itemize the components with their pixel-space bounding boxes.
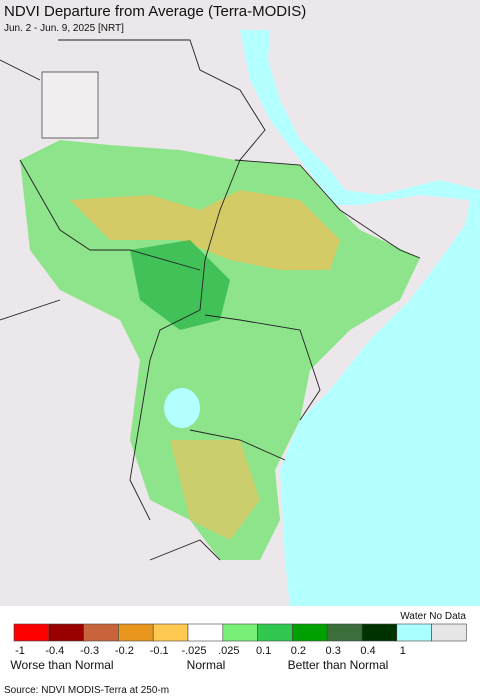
no-data-area <box>41 71 99 139</box>
legend-caption: Worse than Normal <box>10 658 113 672</box>
legend-swatch <box>257 623 293 642</box>
legend-tick-label: 1 <box>400 645 406 657</box>
title: NDVI Departure from Average (Terra-MODIS… <box>4 3 306 20</box>
legend-swatch <box>83 623 119 642</box>
legend-tick-label: 0.1 <box>256 645 271 657</box>
legend-tick-label: .025 <box>218 645 239 657</box>
legend-swatch <box>48 623 84 642</box>
legend-swatch <box>292 623 328 642</box>
legend-swatch <box>361 623 398 642</box>
legend-swatch <box>326 623 363 642</box>
dry-area <box>170 440 260 540</box>
legend-tick-label: -0.2 <box>115 645 134 657</box>
legend-tick-label: -0.3 <box>80 645 99 657</box>
legend-tick-label: 0.4 <box>360 645 375 657</box>
legend-tick-label: 0.3 <box>326 645 341 657</box>
water <box>240 30 480 606</box>
legend-caption: Better than Normal <box>288 658 389 672</box>
source: Source: NDVI MODIS-Terra at 250-m <box>4 685 169 696</box>
legend-tick-label: -1 <box>15 645 25 657</box>
lake <box>164 388 200 428</box>
legend: -1 -0.4 -0.3 -0.2 -0.1 -.025 .025 0.1 0.2 0.3 0.4 1… <box>10 623 467 672</box>
legend-swatch <box>431 623 467 642</box>
legend-tick-label: -0.4 <box>45 645 64 657</box>
legend-swatch <box>152 623 189 642</box>
water-no-data-label: Water No Data <box>400 611 466 622</box>
map <box>0 0 480 606</box>
legend-swatch <box>118 623 154 642</box>
borders <box>0 39 421 561</box>
legend-swatch <box>222 623 258 642</box>
legend-tick-label: -0.1 <box>150 645 169 657</box>
subtitle: Jun. 2 - Jun. 9, 2025 [NRT] <box>4 23 124 34</box>
legend-tick-label: -.025 <box>181 645 206 657</box>
legend-tick-label: 0.2 <box>291 645 306 657</box>
legend-caption: Normal <box>187 658 226 672</box>
dry-area <box>70 190 340 270</box>
legend-swatch <box>396 623 432 642</box>
legend-swatch <box>13 623 50 642</box>
legend-swatch <box>187 623 224 642</box>
